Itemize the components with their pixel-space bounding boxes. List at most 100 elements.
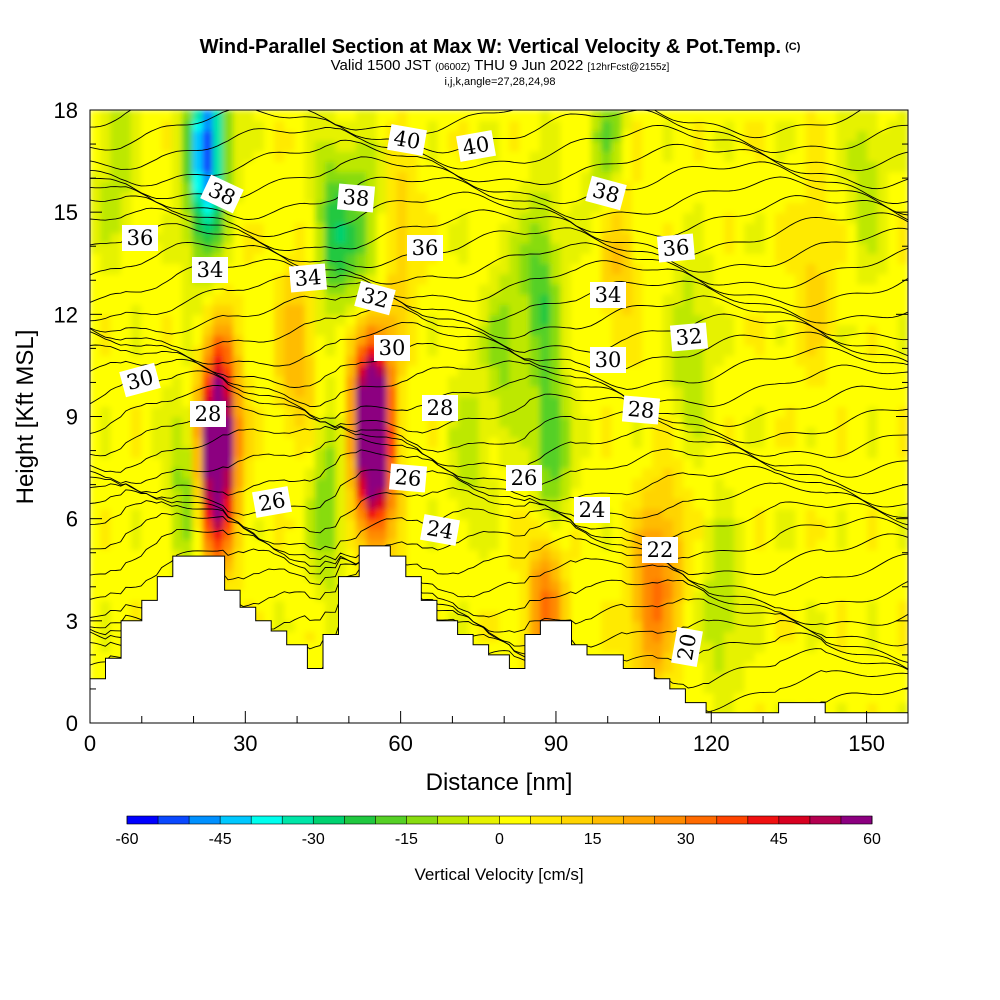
velocity-cell (499, 263, 511, 275)
velocity-cell (744, 610, 756, 622)
velocity-cell (222, 222, 234, 234)
velocity-cell (192, 150, 204, 162)
velocity-cell (826, 569, 838, 581)
velocity-cell (509, 222, 521, 234)
velocity-cell (877, 436, 889, 448)
velocity-cell (683, 590, 695, 602)
velocity-cell (826, 314, 838, 326)
velocity-cell (723, 590, 735, 602)
velocity-cell (222, 334, 234, 346)
velocity-cell (703, 508, 715, 520)
velocity-cell (182, 242, 194, 254)
velocity-cell (621, 549, 633, 561)
velocity-cell (130, 579, 142, 591)
velocity-cell (274, 467, 286, 479)
velocity-cell (141, 498, 153, 510)
velocity-cell (396, 191, 408, 203)
velocity-cell (662, 631, 674, 643)
velocity-cell (519, 498, 531, 510)
velocity-cell (734, 232, 746, 244)
velocity-cell (846, 150, 858, 162)
velocity-cell (304, 110, 316, 122)
velocity-cell (621, 631, 633, 643)
velocity-cell (601, 242, 613, 254)
velocity-cell (611, 396, 623, 408)
velocity-cell (202, 283, 214, 295)
velocity-cell (570, 161, 582, 173)
velocity-cell (734, 590, 746, 602)
velocity-cell (314, 191, 326, 203)
velocity-cell (529, 232, 541, 244)
velocity-cell (601, 161, 613, 173)
velocity-cell (90, 549, 102, 561)
velocity-cell (263, 365, 275, 377)
velocity-cell (130, 406, 142, 418)
velocity-cell (785, 140, 797, 152)
velocity-cell (509, 549, 521, 561)
theta-contour-line (90, 291, 908, 341)
velocity-cell (509, 641, 521, 653)
velocity-cell (877, 140, 889, 152)
theta-contour-line (90, 487, 908, 541)
velocity-cell (652, 590, 664, 602)
velocity-cell (867, 365, 879, 377)
velocity-cell (253, 201, 265, 213)
velocity-cell (161, 426, 173, 438)
velocity-cell (560, 355, 572, 367)
contour-label: 38 (585, 175, 627, 211)
velocity-cell (406, 539, 419, 551)
velocity-cell (263, 385, 275, 397)
velocity-cell (90, 620, 102, 632)
velocity-cell (406, 406, 419, 418)
velocity-cell (723, 641, 735, 653)
velocity-cell (90, 181, 102, 193)
velocity-cell (877, 477, 889, 489)
velocity-cell (396, 171, 408, 183)
velocity-cell (529, 263, 541, 275)
velocity-cell (130, 416, 142, 428)
velocity-cell (775, 651, 787, 663)
velocity-cell (539, 385, 551, 397)
velocity-cell (294, 344, 306, 356)
velocity-cell (151, 385, 163, 397)
velocity-cell (263, 212, 275, 224)
velocity-cell (314, 344, 326, 356)
velocity-cell (846, 171, 858, 183)
velocity-cell (529, 620, 541, 632)
velocity-cell (171, 293, 183, 305)
velocity-cell (734, 406, 746, 418)
velocity-cell (376, 518, 388, 530)
velocity-cell (601, 641, 613, 653)
velocity-cell (325, 436, 337, 448)
velocity-cell (672, 671, 684, 683)
velocity-cell (713, 498, 725, 510)
velocity-cell (110, 590, 122, 602)
velocity-cell (406, 518, 419, 530)
velocity-cell (488, 150, 500, 162)
velocity-cell (856, 447, 868, 459)
velocity-cell (856, 283, 868, 295)
velocity-cell (785, 110, 797, 122)
velocity-cell (723, 253, 735, 265)
velocity-cell (703, 610, 715, 622)
velocity-cell (284, 620, 296, 632)
velocity-cell (754, 631, 766, 643)
velocity-cell (815, 498, 828, 510)
velocity-cell (856, 702, 868, 714)
contour-label-box (506, 465, 542, 491)
velocity-cell (631, 120, 643, 132)
velocity-cell (703, 631, 715, 643)
velocity-cell (488, 222, 500, 234)
velocity-cell (795, 416, 807, 428)
velocity-cell (744, 406, 756, 418)
velocity-cell (406, 365, 419, 377)
velocity-cell (836, 661, 848, 673)
velocity-cell (294, 457, 306, 469)
contour-label-text: 34 (595, 283, 622, 307)
velocity-cell (406, 344, 419, 356)
velocity-cell (846, 590, 858, 602)
velocity-cell (631, 610, 643, 622)
velocity-cell (478, 518, 490, 530)
velocity-cell (601, 212, 613, 224)
velocity-cell (314, 293, 326, 305)
